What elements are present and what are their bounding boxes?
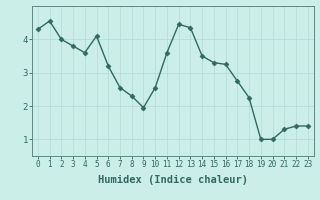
X-axis label: Humidex (Indice chaleur): Humidex (Indice chaleur) <box>98 175 248 185</box>
